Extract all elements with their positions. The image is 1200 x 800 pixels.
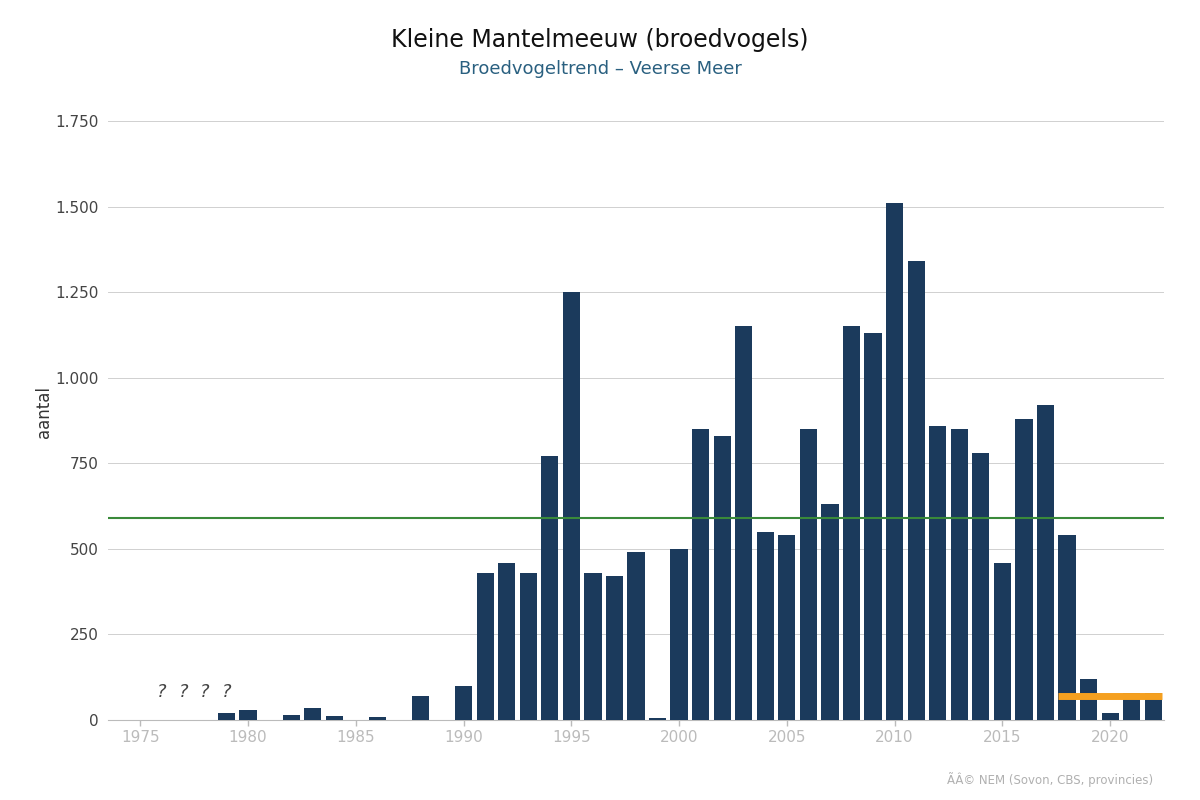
Bar xyxy=(994,562,1010,720)
Bar xyxy=(1102,713,1118,720)
Bar xyxy=(218,713,235,720)
Bar xyxy=(628,552,644,720)
Bar xyxy=(412,696,430,720)
Bar xyxy=(714,436,731,720)
Bar xyxy=(520,573,536,720)
Bar xyxy=(1037,405,1054,720)
Text: ÃÂ© NEM (Sovon, CBS, provincies): ÃÂ© NEM (Sovon, CBS, provincies) xyxy=(947,772,1153,787)
Bar xyxy=(779,535,796,720)
Bar xyxy=(541,457,558,720)
Bar xyxy=(692,429,709,720)
Text: ?: ? xyxy=(157,683,167,701)
Text: ?: ? xyxy=(200,683,210,701)
Bar xyxy=(1058,535,1075,720)
Bar xyxy=(368,717,386,720)
Bar xyxy=(498,562,515,720)
Bar xyxy=(1123,693,1140,720)
Bar xyxy=(649,718,666,720)
Text: Broedvogeltrend – Veerse Meer: Broedvogeltrend – Veerse Meer xyxy=(458,60,742,78)
Text: Kleine Mantelmeeuw (broedvogels): Kleine Mantelmeeuw (broedvogels) xyxy=(391,28,809,52)
Bar xyxy=(907,262,925,720)
Bar xyxy=(563,292,580,720)
Text: ?: ? xyxy=(222,683,232,701)
Y-axis label: aantal: aantal xyxy=(35,386,53,438)
Bar xyxy=(736,326,752,720)
Bar xyxy=(929,426,947,720)
Bar xyxy=(886,203,904,720)
Text: ?: ? xyxy=(179,683,188,701)
Bar xyxy=(455,686,473,720)
Bar xyxy=(972,453,990,720)
Bar xyxy=(864,334,882,720)
Bar xyxy=(304,708,322,720)
Bar xyxy=(240,710,257,720)
Bar xyxy=(799,429,817,720)
Bar xyxy=(1080,679,1097,720)
Bar xyxy=(1145,693,1162,720)
Bar xyxy=(671,549,688,720)
Bar xyxy=(584,573,601,720)
Bar xyxy=(821,505,839,720)
Bar xyxy=(282,715,300,720)
Bar xyxy=(1015,419,1032,720)
Bar xyxy=(476,573,493,720)
Bar xyxy=(325,716,343,720)
Bar xyxy=(757,532,774,720)
Bar xyxy=(950,429,968,720)
Bar xyxy=(842,326,860,720)
Bar xyxy=(606,576,623,720)
